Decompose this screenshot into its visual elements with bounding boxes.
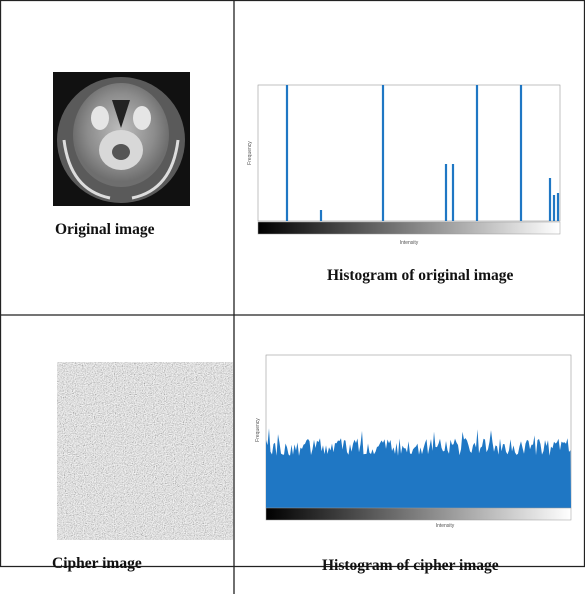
cipher-image: [57, 362, 233, 540]
histogram-cipher: Intensity Frequency: [255, 355, 571, 529]
y-axis-label: Frequency: [247, 141, 253, 165]
caption: Cipher image: [52, 555, 142, 572]
page: Original image Intensity Frequency Histo…: [0, 0, 585, 594]
original-image: [53, 72, 190, 206]
figure-table: Original image Intensity Frequency Histo…: [0, 0, 585, 594]
caption: Original image: [55, 221, 155, 238]
histogram-original: Intensity Frequency: [247, 85, 560, 246]
x-axis-label: Intensity: [436, 523, 455, 529]
caption: Histogram of original image: [327, 267, 514, 284]
y-axis-label: Frequency: [255, 418, 261, 442]
x-axis-label: Intensity: [400, 240, 419, 246]
caption: Histogram of cipher image: [322, 557, 499, 574]
